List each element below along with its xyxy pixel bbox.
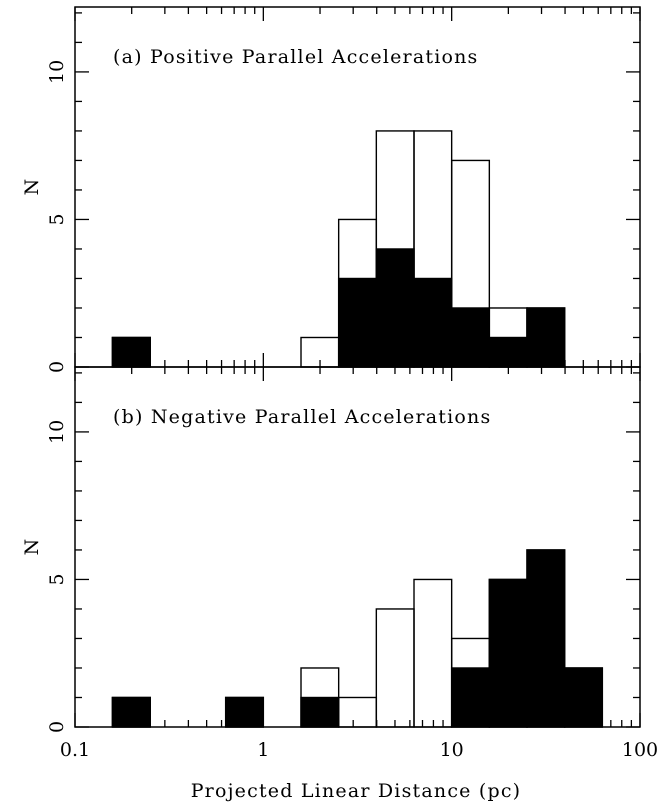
bar-filled-12 xyxy=(563,667,604,728)
y-axis-label-positive: N xyxy=(21,179,43,196)
bar-total-6 xyxy=(337,696,378,728)
bar-filled-7 xyxy=(375,248,415,368)
y-tick-label: 5 xyxy=(46,213,68,225)
bar-filled-6 xyxy=(337,277,378,368)
y-tick-label: 10 xyxy=(46,60,68,84)
y-tick-label: 0 xyxy=(46,721,68,733)
bar-filled-9 xyxy=(450,667,491,728)
panel-positive: (a) Positive Parallel Accelerations N 0 5… xyxy=(21,6,641,373)
bar-filled-9 xyxy=(450,307,491,368)
panel-title-positive: (a) Positive Parallel Accelerations xyxy=(113,46,479,68)
y-axis-label-negative: N xyxy=(21,539,43,556)
x-tick-label: 1 xyxy=(257,739,269,761)
bar-filled-8 xyxy=(413,277,453,368)
bar-total-7 xyxy=(375,608,415,728)
bar-total-8 xyxy=(413,578,453,728)
x-axis-label: Projected Linear Distance (pc) xyxy=(191,780,522,802)
bar-filled-11 xyxy=(526,307,566,368)
bar-filled-10 xyxy=(488,578,528,728)
y-tick-label: 0 xyxy=(46,361,68,373)
x-tick-label: 10 xyxy=(440,739,464,761)
x-tick-label: 100 xyxy=(622,739,658,761)
panel-negative: (b) Negative Parallel Accelerations N 0 5… xyxy=(21,366,658,761)
y-tick-label: 10 xyxy=(46,420,68,444)
panel-title-negative: (b) Negative Parallel Accelerations xyxy=(113,406,491,428)
plot-frame xyxy=(74,366,641,728)
y-tick-label: 5 xyxy=(46,573,68,585)
bar-filled-11 xyxy=(526,549,566,728)
x-tick-label: 0.1 xyxy=(60,739,90,761)
